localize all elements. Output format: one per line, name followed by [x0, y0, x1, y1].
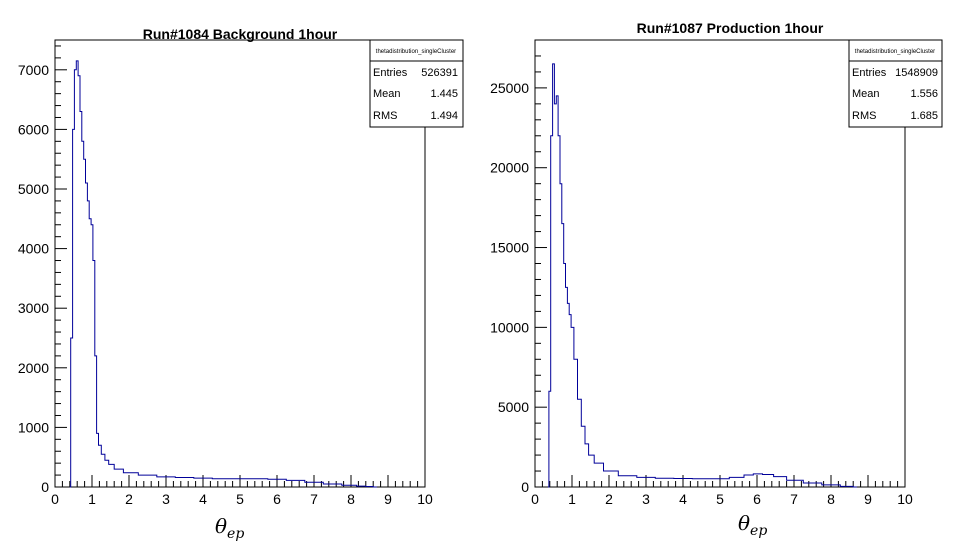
stats-box-frame — [848, 39, 943, 128]
chart-title: Run#1084 Background 1hour — [143, 26, 338, 42]
y-tick-label: 5000 — [498, 399, 529, 415]
stats-box: thetadistribution_singleCluster Entries … — [369, 39, 464, 128]
x-axis: 0 1 2 3 4 5 6 7 8 9 10 — [531, 475, 913, 507]
stats-box-frame — [369, 39, 464, 128]
y-axis: 0 1000 2000 3000 4000 5000 6000 7000 — [18, 45, 67, 495]
x-tick-label: 6 — [273, 491, 281, 507]
chart-title: Run#1087 Production 1hour — [637, 20, 824, 36]
stats-label-mean: Mean — [373, 88, 401, 100]
histogram-line — [69, 60, 377, 488]
stats-name: thetadistribution_singleCluster — [376, 49, 456, 55]
x-tick-label: 9 — [864, 491, 872, 507]
x-axis: 0 1 2 3 4 5 6 7 8 9 10 — [51, 475, 433, 507]
stats-value-rms: 1.494 — [430, 110, 458, 122]
y-tick-label: 4000 — [18, 241, 49, 257]
x-axis-title-symbol: θ — [215, 514, 227, 538]
x-tick-label: 7 — [310, 491, 318, 507]
x-tick-label: 4 — [199, 491, 207, 507]
x-tick-label: 8 — [827, 491, 835, 507]
stats-box: thetadistribution_singleCluster Entries … — [848, 39, 943, 128]
stats-label-mean: Mean — [852, 88, 880, 100]
x-tick-label: 1 — [88, 491, 96, 507]
y-tick-label: 0 — [521, 479, 529, 495]
x-axis-title-symbol: θ — [738, 511, 750, 535]
histogram-panel-left: Run#1084 Background 1hour 0 1000 2000 3000 4… — [18, 26, 464, 542]
y-tick-label: 3000 — [18, 300, 49, 316]
x-tick-label: 2 — [125, 491, 133, 507]
stats-label-rms: RMS — [852, 110, 876, 122]
x-tick-label: 6 — [753, 491, 761, 507]
y-tick-label: 1000 — [18, 419, 49, 435]
x-tick-label: 5 — [716, 491, 724, 507]
x-tick-label: 1 — [568, 491, 576, 507]
x-tick-label: 4 — [679, 491, 687, 507]
x-axis-title-subscript: ep — [227, 526, 244, 542]
stats-name: thetadistribution_singleCluster — [855, 49, 935, 55]
histogram-panel-right: Run#1087 Production 1hour 05000100001500… — [490, 20, 943, 539]
x-tick-label: 10 — [897, 491, 913, 507]
stats-value-mean: 1.445 — [430, 88, 458, 100]
histogram-line — [548, 63, 857, 488]
y-tick-label: 20000 — [490, 160, 529, 176]
x-axis-title-subscript: ep — [750, 523, 767, 539]
x-tick-label: 3 — [162, 491, 170, 507]
y-tick-label: 0 — [41, 479, 49, 495]
y-tick-label: 6000 — [18, 121, 49, 137]
stats-value-entries: 526391 — [421, 67, 458, 79]
x-tick-label: 2 — [605, 491, 613, 507]
stats-value-mean: 1.556 — [910, 88, 938, 100]
stats-label-rms: RMS — [373, 110, 397, 122]
x-tick-label: 10 — [417, 491, 433, 507]
stats-value-entries: 1548909 — [895, 67, 938, 79]
y-tick-label: 25000 — [490, 80, 529, 96]
x-tick-label: 0 — [531, 491, 539, 507]
x-tick-label: 9 — [384, 491, 392, 507]
x-axis-title: θep — [215, 514, 244, 542]
y-tick-label: 15000 — [490, 240, 529, 256]
y-axis: 0 5000 10000 15000 20000 25000 — [490, 39, 547, 495]
x-tick-label: 5 — [236, 491, 244, 507]
x-tick-label: 8 — [347, 491, 355, 507]
x-tick-label: 0 — [51, 491, 59, 507]
stats-value-rms: 1.685 — [910, 110, 938, 122]
x-axis-title: θep — [738, 511, 767, 539]
x-tick-label: 3 — [642, 491, 650, 507]
y-tick-label: 2000 — [18, 360, 49, 376]
stats-label-entries: Entries — [852, 67, 887, 79]
y-tick-label: 5000 — [18, 181, 49, 197]
x-tick-label: 7 — [790, 491, 798, 507]
stats-label-entries: Entries — [373, 67, 408, 79]
y-tick-label: 7000 — [18, 62, 49, 78]
y-tick-label: 10000 — [490, 319, 529, 335]
